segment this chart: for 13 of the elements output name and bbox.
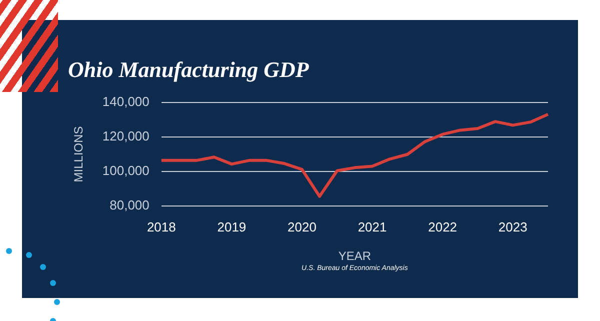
x-tick-label: 2022 <box>428 219 458 234</box>
x-tick-label: 2018 <box>146 219 176 234</box>
chart-title: Ohio Manufacturing GDP <box>68 56 310 82</box>
x-axis-title: YEAR <box>338 249 372 264</box>
y-tick-label: 120,000 <box>102 128 150 144</box>
x-tick-label: 2019 <box>217 219 246 234</box>
y-tick-label: 100,000 <box>102 163 150 178</box>
x-tick-label: 2023 <box>498 219 528 234</box>
x-tick-label: 2020 <box>288 219 316 234</box>
y-axis-title: MILLIONS <box>72 126 86 182</box>
y-tick-label: 140,000 <box>102 94 150 109</box>
y-tick-label: 80,000 <box>110 198 150 213</box>
x-tick-label: 2021 <box>358 219 387 234</box>
